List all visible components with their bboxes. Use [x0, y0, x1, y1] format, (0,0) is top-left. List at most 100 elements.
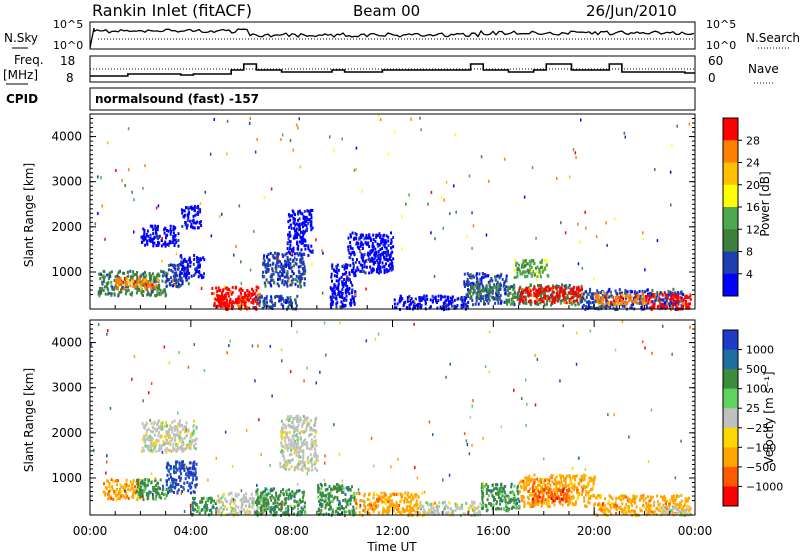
- colorbar-tick-label: 24: [746, 157, 760, 170]
- nave-tick-top: 60: [708, 54, 723, 68]
- velocity-colorbar-label: Velocity [m s⁻¹]: [762, 371, 776, 464]
- colorbar-swatch: [723, 118, 738, 141]
- colorbar-tick-label: −1000: [746, 480, 783, 493]
- range-tick-label: 4000: [51, 130, 82, 144]
- colorbar-swatch: [723, 229, 738, 252]
- range-tick-label: 2000: [51, 220, 82, 234]
- colorbar-tick-label: 8: [746, 246, 753, 259]
- velocity-panel: 4000 3000 2000 1000 00:00 04:00 08:00 12:00 16:…: [51, 305, 712, 538]
- range-tick-label: 1000: [51, 265, 82, 279]
- power-data-layer: [94, 114, 692, 312]
- colorbar-swatch: [723, 369, 738, 390]
- colorbar-swatch: [723, 486, 738, 507]
- nave-label: Nave: [748, 62, 779, 76]
- colorbar-swatch: [723, 349, 738, 370]
- beam-label: Beam 00: [353, 2, 420, 20]
- power-colorbar: 28 24 20 16 12 8 4: [722, 117, 760, 297]
- nsky-label: N.Sky: [4, 31, 38, 45]
- freq-label: Freq.: [14, 53, 44, 67]
- range-tick-label: 3000: [51, 175, 82, 189]
- colorbar-swatch: [723, 447, 738, 468]
- velocity-ylabel: Slant Range [km]: [22, 368, 36, 472]
- colorbar-swatch: [723, 408, 738, 429]
- colorbar-swatch: [723, 140, 738, 163]
- power-panel: 4000 3000 2000 1000: [51, 113, 696, 312]
- range-tick-label: 3000: [51, 381, 82, 395]
- date-label: 26/Jun/2010: [586, 2, 677, 20]
- noise-tick-right-bottom: 10^0: [706, 39, 736, 52]
- scatter-region-1: [115, 276, 160, 291]
- freq-line: [90, 63, 695, 77]
- colorbar-swatch: [723, 184, 738, 208]
- scatter-region-3: [141, 419, 198, 454]
- colorbar-tick-label: 500: [746, 363, 767, 376]
- scatter-region-4: [140, 224, 180, 248]
- colorbar-tick-label: 100: [746, 383, 767, 396]
- nave-tick-bottom: 0: [708, 71, 716, 85]
- nsearch-label: N.Search: [746, 31, 800, 45]
- colorbar-swatch: [723, 427, 738, 448]
- colorbar-tick-label: −100: [746, 441, 776, 454]
- colorbar-tick-label: 1000: [746, 344, 774, 357]
- freq-tick-top: 18: [60, 54, 75, 68]
- noise-tick-left-top: 10^5: [53, 18, 83, 31]
- colorbar-tick-label: 16: [746, 201, 760, 214]
- time-tick-label: 08:00: [274, 524, 309, 538]
- noise-panel: [89, 21, 696, 50]
- site-title: Rankin Inlet (fitACF): [92, 1, 252, 20]
- scatter-region-7: [216, 294, 247, 309]
- scatter-region-15: [468, 283, 501, 300]
- time-axis-label: Time UT: [366, 540, 417, 554]
- colorbar-tick-label: 12: [746, 223, 760, 236]
- range-tick-label: 1000: [51, 471, 82, 485]
- freq-unit: [MHz]: [3, 68, 38, 82]
- scatter-region-17: [518, 285, 584, 305]
- range-tick-label: 2000: [51, 426, 82, 440]
- colorbar-swatch: [723, 162, 738, 186]
- colorbar-tick-label: 20: [746, 179, 760, 192]
- scatter-region-9: [261, 251, 307, 289]
- scatter-region-13: [393, 294, 468, 312]
- scatter-region-11: [329, 263, 357, 309]
- scatter-region-5: [180, 204, 203, 230]
- scatter-region-18: [513, 258, 550, 280]
- freq-panel: [89, 55, 696, 83]
- colorbar-swatch: [723, 330, 738, 351]
- noise-sky-line: [89, 27, 695, 49]
- scatter-region-4: [191, 496, 218, 517]
- time-tick-label: 00:00: [678, 524, 713, 538]
- noise-tick-left-bottom: 10^0: [53, 39, 83, 52]
- range-tick-label: 4000: [51, 336, 82, 350]
- scatter-region-11: [480, 482, 521, 513]
- scatter-region-14: [595, 493, 692, 518]
- colorbar-tick-label: −25: [746, 422, 769, 435]
- colorbar-swatch: [723, 466, 738, 487]
- colorbar-swatch: [723, 273, 738, 297]
- time-tick-label: 04:00: [174, 524, 209, 538]
- scatter-region-2: [165, 460, 198, 495]
- time-tick-label: 12:00: [375, 524, 410, 538]
- time-tick-label: 00:00: [73, 524, 108, 538]
- colorbar-tick-label: 28: [746, 134, 760, 147]
- power-ylabel: Slant Range [km]: [22, 163, 36, 267]
- colorbar-tick-label: 4: [746, 268, 753, 281]
- scatter-region-3: [178, 254, 206, 280]
- scatter-region-8: [317, 482, 357, 518]
- cpid-label: CPID: [6, 92, 38, 106]
- scatter-region-6: [254, 487, 307, 517]
- cpid-text: normalsound (fast) -157: [95, 92, 259, 106]
- colorbar-swatch: [723, 388, 738, 409]
- scatter-region-8: [254, 294, 299, 311]
- colorbar-swatch: [723, 251, 738, 275]
- velocity-colorbar: 1000 500 100 25 −25 −100 −500 −1000: [722, 329, 783, 507]
- time-tick-label: 20:00: [577, 524, 612, 538]
- colorbar-tick-label: 25: [746, 402, 760, 415]
- colorbar-tick-label: −500: [746, 461, 776, 474]
- scatter-region-13: [531, 487, 570, 504]
- time-tick-label: 16:00: [476, 524, 511, 538]
- noise-tick-right-top: 10^5: [706, 18, 736, 31]
- power-colorbar-label: Power [dB]: [758, 171, 772, 236]
- colorbar-swatch: [723, 207, 738, 230]
- freq-tick-bottom: 8: [66, 71, 74, 85]
